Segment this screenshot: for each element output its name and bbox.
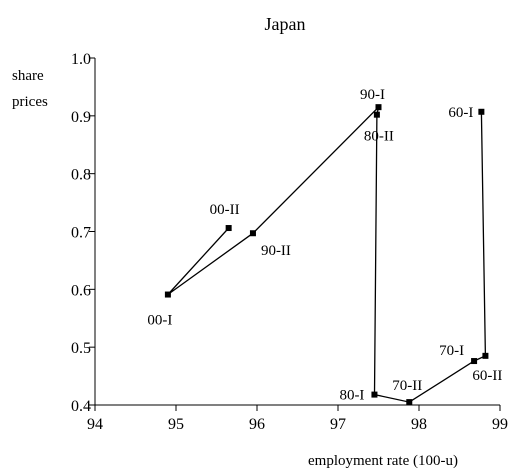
data-point [406, 399, 413, 406]
data-point [482, 352, 489, 359]
x-tick-label: 97 [330, 416, 346, 433]
y-tick-label: 0.4 [71, 398, 91, 415]
y-tick-label: 0.7 [71, 225, 91, 242]
x-tick-label: 98 [411, 416, 427, 433]
point-label: 80-I [339, 388, 364, 404]
data-point [249, 230, 256, 237]
y-axis-label-line2: prices [12, 94, 48, 110]
x-tick-label: 96 [249, 416, 265, 433]
x-tick-label: 95 [168, 416, 184, 433]
data-point [164, 291, 171, 298]
point-label: 80-II [364, 129, 394, 145]
data-point [373, 111, 380, 118]
point-label: 70-I [439, 343, 464, 359]
y-tick-label: 0.6 [71, 282, 91, 299]
y-tick-label: 1.0 [71, 51, 91, 68]
data-point [478, 108, 485, 115]
y-tick-label: 0.8 [71, 167, 91, 184]
point-label: 90-II [261, 243, 291, 259]
point-label: 70-II [392, 378, 422, 394]
point-label: 60-I [448, 105, 473, 121]
data-point [375, 104, 382, 111]
y-axis-label-line1: share [12, 68, 44, 84]
point-label: 60-II [472, 368, 502, 384]
point-label: 00-I [147, 313, 172, 329]
data-point [371, 391, 378, 398]
x-tick-label: 99 [492, 416, 508, 433]
point-label: 00-II [210, 202, 240, 218]
y-tick-label: 0.5 [71, 340, 91, 357]
data-point [471, 358, 478, 365]
x-tick-label: 94 [87, 416, 103, 433]
data-point [225, 225, 232, 232]
chart-title: Japan [265, 14, 306, 34]
plot-area: 60-I 60-II 70-I 70-II 80-I 80-II 90-I 90-II 00-I… [147, 87, 502, 406]
tick-labels: 94 95 96 97 98 99 0.4 0.5 0.6 0.7 0.8 0.9 1.0 [71, 51, 508, 433]
x-axis-label: employment rate (100-u) [308, 453, 458, 469]
series-line [167, 105, 487, 403]
y-tick-label: 0.9 [71, 109, 91, 126]
axes [89, 57, 501, 411]
point-label: 90-I [360, 87, 385, 103]
